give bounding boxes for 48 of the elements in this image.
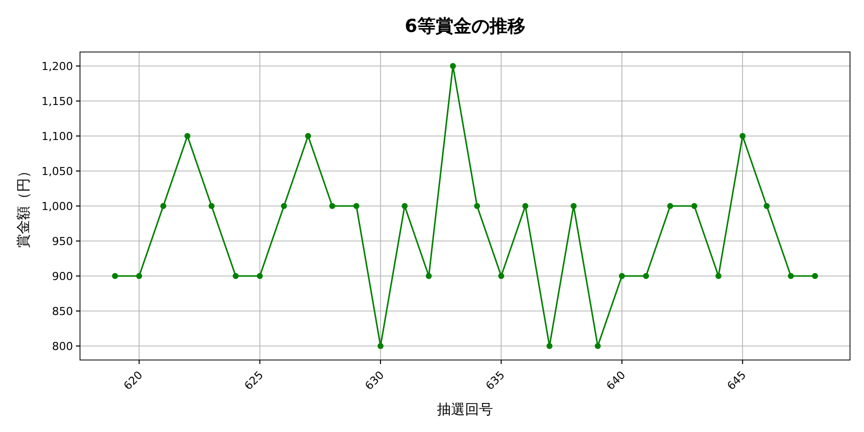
point bbox=[450, 63, 456, 69]
chart-title: 6等賞金の推移 bbox=[404, 16, 526, 37]
point bbox=[618, 273, 625, 279]
point bbox=[280, 203, 287, 209]
point bbox=[570, 203, 577, 209]
x-tick-label: 640 bbox=[604, 368, 628, 393]
y-tick-label: 1,100 bbox=[42, 130, 73, 143]
y-tick-label: 1,150 bbox=[42, 95, 73, 108]
point bbox=[691, 203, 698, 209]
point bbox=[378, 343, 384, 349]
point bbox=[329, 203, 336, 209]
y-tick-label: 1,050 bbox=[42, 165, 73, 178]
x-tick-label: 625 bbox=[242, 368, 266, 393]
point bbox=[643, 273, 650, 279]
point bbox=[136, 273, 142, 279]
y-tick-label: 1,000 bbox=[42, 200, 73, 213]
point bbox=[522, 203, 528, 209]
y-axis-title: 賞金額（円） bbox=[16, 164, 32, 248]
y-tick-label: 1,200 bbox=[42, 60, 73, 73]
x-tick-label: 630 bbox=[362, 368, 387, 393]
point bbox=[112, 273, 118, 279]
point bbox=[594, 343, 601, 349]
x-axis-title: 抽選回号 bbox=[437, 402, 493, 418]
point bbox=[160, 203, 166, 209]
x-tick-label: 635 bbox=[483, 368, 508, 393]
point bbox=[256, 273, 263, 279]
y-tick-label: 950 bbox=[52, 235, 73, 248]
y-tick-label: 800 bbox=[52, 340, 73, 353]
point bbox=[426, 273, 432, 279]
point bbox=[740, 133, 746, 139]
point bbox=[353, 203, 360, 209]
y-tick-label: 900 bbox=[52, 270, 73, 283]
point bbox=[184, 133, 190, 139]
point bbox=[402, 203, 408, 209]
point bbox=[474, 203, 480, 209]
point bbox=[667, 203, 674, 209]
point bbox=[232, 273, 239, 279]
point bbox=[498, 273, 504, 279]
point bbox=[764, 203, 770, 209]
x-tick-label: 645 bbox=[724, 368, 749, 393]
y-tick-label: 850 bbox=[52, 305, 73, 318]
point bbox=[546, 343, 552, 349]
x-tick-label: 620 bbox=[121, 368, 146, 393]
point bbox=[788, 273, 794, 279]
point bbox=[715, 273, 722, 279]
point bbox=[208, 203, 215, 209]
point bbox=[812, 273, 818, 279]
point bbox=[305, 133, 312, 139]
